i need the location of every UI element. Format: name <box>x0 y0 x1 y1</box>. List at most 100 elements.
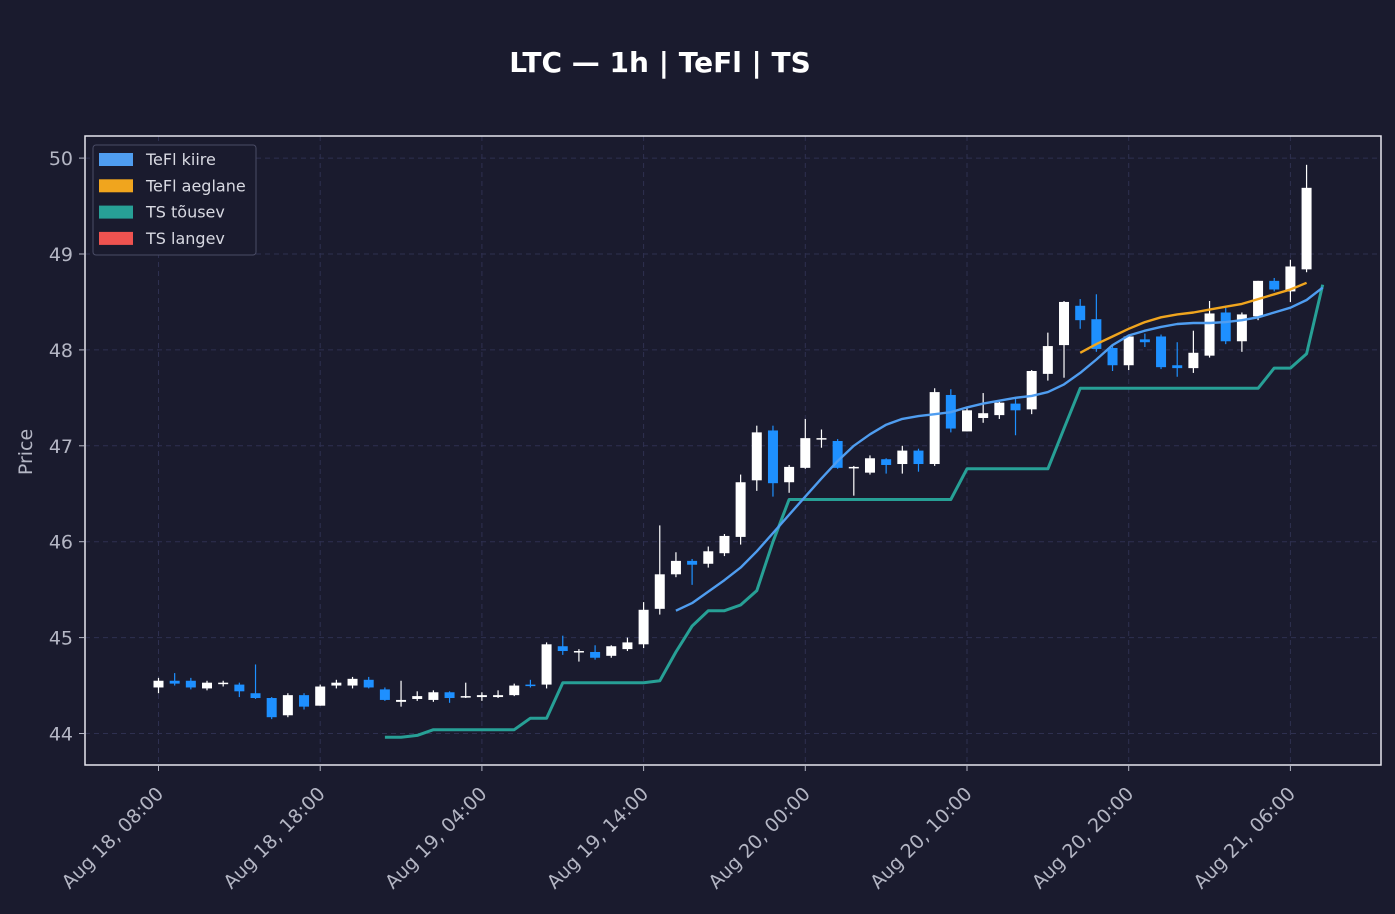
candle-body <box>493 695 504 698</box>
candle-body <box>590 651 601 658</box>
candle-body <box>719 535 730 554</box>
y-axis: 44 45 46 47 48 49 50 <box>49 148 85 746</box>
series-line-tefl-aeglane <box>1079 281 1308 354</box>
candle-body <box>315 686 326 706</box>
candle-body <box>638 609 649 645</box>
candle-body <box>897 450 908 465</box>
legend: TeFl kiire TeFl aeglane TS tõusev TS langev <box>92 144 257 256</box>
candle-body <box>1123 336 1134 366</box>
candle-body <box>460 696 471 698</box>
plot-area <box>85 136 1381 765</box>
y-tick-label: 50 <box>49 148 73 170</box>
candle-body <box>1269 280 1280 290</box>
series-line-tefl-kiire <box>675 286 1324 612</box>
legend-swatch <box>99 231 133 245</box>
candle-body <box>218 682 229 685</box>
candle-body <box>1026 370 1037 410</box>
candle-body <box>347 678 358 686</box>
legend-label: TeFl aeglane <box>145 176 246 195</box>
candle-body <box>1188 352 1199 369</box>
candle-body <box>282 695 293 716</box>
y-tick-label: 46 <box>49 532 73 554</box>
candle-body <box>379 689 390 700</box>
candle-body <box>509 685 520 696</box>
y-tick-label: 49 <box>49 244 73 266</box>
candle-body <box>1285 266 1296 292</box>
candle-body <box>1220 312 1231 342</box>
candle-body <box>913 450 924 465</box>
candles <box>153 164 1312 720</box>
chart-title: LTC — 1h | TeFl | TS <box>509 46 811 79</box>
candle-body <box>299 695 310 707</box>
series-line-ts-tousev <box>384 284 1325 739</box>
candle-body <box>153 680 164 688</box>
candle-body <box>444 692 455 699</box>
candle-body <box>1139 339 1150 343</box>
candle-body <box>428 692 439 700</box>
candle-body <box>412 696 423 699</box>
candle-body <box>1075 305 1086 321</box>
legend-swatch <box>99 179 133 193</box>
candle-body <box>994 402 1005 416</box>
trend-lines <box>675 281 1324 612</box>
candle-body <box>767 430 778 484</box>
candle-body <box>784 466 795 483</box>
candle-body <box>234 684 245 692</box>
candle-body <box>703 551 714 564</box>
grid <box>85 136 1381 765</box>
candle-body <box>169 680 180 684</box>
candle-body <box>185 680 196 688</box>
candle-body <box>476 695 487 698</box>
y-tick-label: 48 <box>49 340 73 362</box>
candle-body <box>1156 336 1167 368</box>
ts-layer <box>384 284 1325 739</box>
candle-body <box>1091 319 1102 349</box>
candle-body <box>1107 347 1118 366</box>
candle-body <box>864 458 875 473</box>
candle-body <box>1010 403 1021 411</box>
legend-swatch <box>99 153 133 166</box>
candle-body <box>751 432 762 481</box>
y-tick-label: 44 <box>49 724 73 746</box>
candle-body <box>848 466 859 469</box>
candle-body <box>363 679 374 688</box>
legend-box <box>92 144 257 256</box>
candle-body <box>687 560 698 565</box>
legend-swatch <box>99 205 133 219</box>
candle-body <box>816 438 827 440</box>
candle-body <box>573 651 584 653</box>
candle-body <box>622 642 633 650</box>
candle-body <box>541 644 552 685</box>
candle-body <box>962 410 972 432</box>
candle-body <box>1172 365 1183 369</box>
y-axis-label: Price <box>15 429 37 475</box>
candle-body <box>800 438 811 468</box>
candle-body <box>606 646 617 656</box>
legend-label: TS tõusev <box>145 203 225 222</box>
candle-body <box>832 441 843 468</box>
y-tick-label: 47 <box>49 436 73 458</box>
plot-frame <box>84 135 1382 766</box>
candle-body <box>735 482 746 537</box>
legend-label: TS langev <box>145 229 225 248</box>
candle-body <box>250 693 261 699</box>
candle-body <box>881 459 892 465</box>
candle-body <box>331 682 342 686</box>
candle-body <box>670 560 681 575</box>
legend-label: TeFl kiire <box>145 150 216 169</box>
candle-body <box>654 574 665 609</box>
candle-body <box>1042 346 1053 374</box>
candle-body <box>266 698 277 718</box>
candle-body <box>978 413 989 418</box>
candle-body <box>396 699 407 702</box>
candle-body <box>557 646 568 652</box>
candle-body <box>929 392 940 465</box>
candle-body <box>202 682 213 689</box>
y-tick-label: 45 <box>49 628 73 650</box>
candle-body <box>525 684 536 687</box>
candle-body <box>1301 187 1312 270</box>
candle-body <box>1059 301 1070 346</box>
candle-body <box>1236 314 1247 342</box>
candle-body <box>1204 313 1215 356</box>
